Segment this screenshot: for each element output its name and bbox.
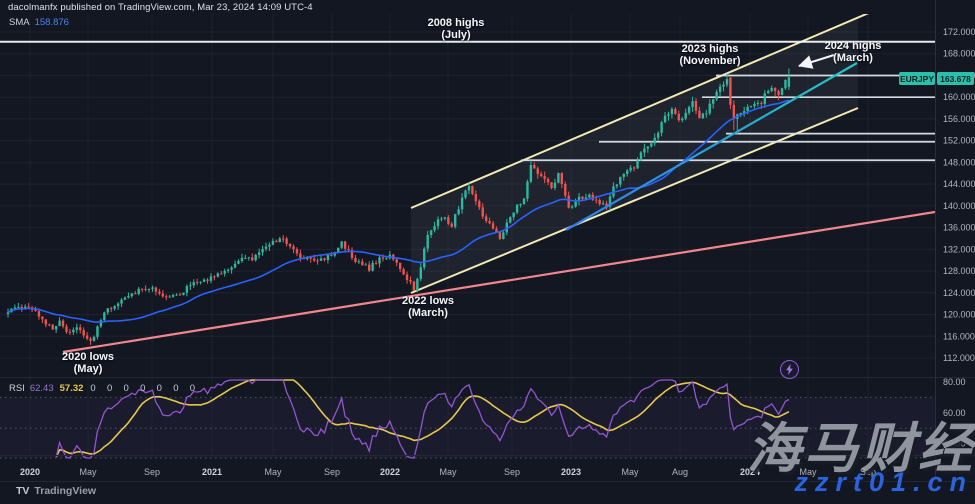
svg-text:160.000: 160.000 [943, 92, 975, 102]
svg-text:116.000: 116.000 [943, 331, 975, 341]
price-axis[interactable]: 112.000 116.000 120.000 124.000 128.000 132.0… [943, 27, 975, 449]
annotation-2023-highs: 2023 highs (November) [679, 43, 741, 67]
pane-separators [0, 0, 975, 482]
shortterm-trendline [565, 62, 858, 231]
svg-text:140.000: 140.000 [943, 201, 975, 211]
longterm-trendline [62, 210, 935, 354]
sma-line [7, 99, 790, 323]
svg-text:2023: 2023 [561, 467, 581, 477]
time-axis[interactable]: 2020 May Sep 2021 May Sep 2022 May Sep 2023 May Aug… [20, 467, 876, 477]
rsi-legend[interactable]: RSI 62.43 57.32 0 0 0 0 0 0 0 [9, 383, 197, 394]
svg-text:2021: 2021 [202, 467, 222, 477]
svg-text:128.000: 128.000 [943, 266, 975, 276]
footer-bar: TV TradingView [16, 485, 96, 497]
rsi-ma-line [55, 379, 790, 458]
svg-text:2020: 2020 [20, 467, 40, 477]
svg-text:60.00: 60.00 [943, 408, 966, 418]
annotation-2020-lows: 2020 lows (May) [62, 351, 114, 375]
rsi-line [55, 379, 790, 459]
channel-lower-line [410, 107, 859, 294]
annotation-2008-highs: 2008 highs (July) [427, 17, 485, 41]
svg-text:2022: 2022 [380, 467, 400, 477]
watermark-text: 海马财经 [747, 419, 975, 479]
last-price-tag: 163.678 [937, 72, 974, 85]
svg-text:120.000: 120.000 [943, 310, 975, 320]
publish-info: dacolmanfx published on TradingView.com,… [8, 2, 313, 13]
svg-text:Sep: Sep [504, 467, 520, 477]
boost-reaction-button[interactable] [780, 360, 799, 379]
svg-text:May: May [621, 467, 639, 477]
watermark-url: zzrt01.cn [794, 467, 973, 497]
svg-text:136.000: 136.000 [943, 223, 975, 233]
rsi-extra-values: 0 0 0 0 0 0 0 [90, 383, 198, 394]
svg-text:152.000: 152.000 [943, 136, 975, 146]
svg-text:168.000: 168.000 [943, 49, 975, 59]
sma-label: SMA [9, 17, 30, 28]
rsi-label: RSI [9, 383, 25, 394]
channel-upper-line [410, 14, 869, 209]
svg-text:172.000: 172.000 [943, 27, 975, 37]
svg-text:Sep: Sep [324, 467, 340, 477]
tradingview-brand[interactable]: TradingView [34, 485, 97, 497]
svg-text:112.000: 112.000 [943, 353, 975, 363]
rsi-value: 62.43 [29, 383, 54, 394]
svg-text:124.000: 124.000 [943, 288, 975, 298]
sma-value: 158.876 [34, 17, 69, 28]
symbol-tag: EURJPY [899, 72, 935, 85]
rsi-ma-value: 57.32 [59, 383, 84, 394]
sma-legend[interactable]: SMA 158.876 [9, 17, 69, 28]
rsi-pane[interactable] [0, 379, 935, 459]
svg-text:2024: 2024 [740, 467, 760, 477]
annotation-2024-highs: 2024 highs (March) [824, 40, 882, 64]
price-pane[interactable] [0, 12, 935, 354]
svg-text:80.00: 80.00 [943, 377, 966, 387]
svg-text:May: May [799, 467, 817, 477]
tradingview-logo-icon: TV [16, 485, 30, 497]
lightning-icon [786, 364, 793, 375]
annotation-2022-lows: 2022 lows (March) [402, 295, 454, 319]
svg-text:May: May [264, 467, 282, 477]
svg-text:156.000: 156.000 [943, 114, 975, 124]
svg-text:Aug: Aug [672, 467, 688, 477]
annotation-arrow [798, 54, 835, 69]
svg-text:May: May [439, 467, 457, 477]
svg-text:132.000: 132.000 [943, 244, 975, 254]
candlestick-series [6, 68, 791, 345]
svg-text:144.000: 144.000 [943, 179, 975, 189]
svg-text:Sep: Sep [860, 467, 876, 477]
svg-text:40.00: 40.00 [943, 439, 966, 449]
channel-fill [411, 18, 858, 293]
svg-text:148.000: 148.000 [943, 157, 975, 167]
svg-text:May: May [79, 467, 97, 477]
svg-text:Sep: Sep [144, 467, 160, 477]
